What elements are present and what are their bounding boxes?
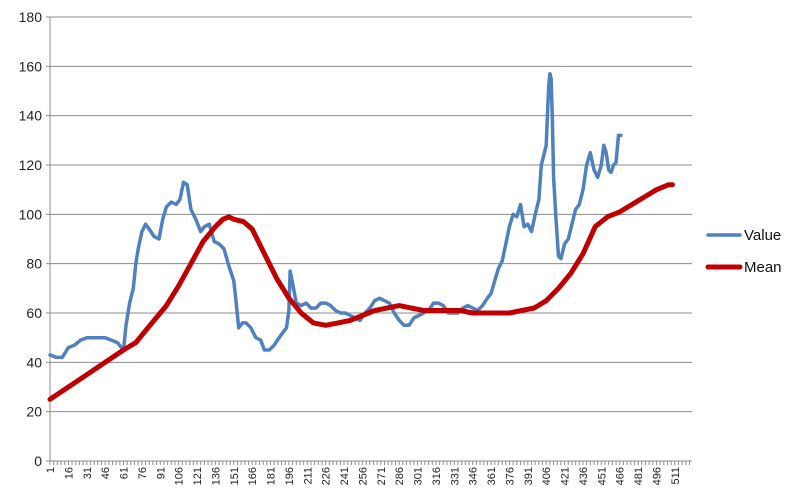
x-tick-label: 391 bbox=[523, 467, 535, 485]
y-tick-label: 60 bbox=[26, 305, 42, 321]
x-tick-label: 136 bbox=[210, 467, 222, 485]
y-tick-label: 40 bbox=[26, 354, 42, 370]
x-tick-label: 16 bbox=[63, 467, 75, 479]
x-tick-label: 376 bbox=[504, 467, 516, 485]
series-lines bbox=[47, 71, 675, 402]
y-tick-label: 100 bbox=[19, 206, 43, 222]
x-tick-label: 421 bbox=[560, 467, 572, 485]
x-tick-label: 46 bbox=[100, 467, 112, 479]
y-tick-label: 160 bbox=[19, 58, 43, 74]
x-tick-label: 1 bbox=[45, 467, 57, 473]
y-tick-label: 120 bbox=[19, 157, 43, 173]
x-tick-label: 166 bbox=[247, 467, 259, 485]
x-tick-label: 316 bbox=[431, 467, 443, 485]
x-tick-label: 301 bbox=[413, 467, 425, 485]
x-tick-label: 496 bbox=[651, 467, 663, 485]
x-tick-label: 121 bbox=[192, 467, 204, 485]
series-line-mean bbox=[47, 182, 675, 402]
x-tick-label: 511 bbox=[670, 467, 682, 485]
y-tick-labels: 0 20 40 60 80 100 120 140 160 180 bbox=[19, 9, 43, 469]
x-tick-label: 406 bbox=[541, 467, 553, 485]
x-tick-label: 211 bbox=[302, 467, 314, 485]
y-tick-label: 0 bbox=[34, 453, 42, 469]
y-tick-label: 180 bbox=[19, 9, 43, 25]
x-tick-label: 181 bbox=[266, 467, 278, 485]
x-tick-label: 91 bbox=[155, 467, 167, 479]
legend: Value Mean bbox=[705, 227, 782, 276]
x-tick-label: 151 bbox=[229, 467, 241, 485]
x-tick-label: 241 bbox=[339, 467, 351, 485]
x-tick-label: 361 bbox=[486, 467, 498, 485]
y-tick-label: 80 bbox=[26, 256, 42, 272]
x-tick-label: 271 bbox=[376, 467, 388, 485]
x-tick-label: 106 bbox=[174, 467, 186, 485]
x-tick-label: 31 bbox=[82, 467, 94, 479]
y-tick-label: 20 bbox=[26, 404, 42, 420]
x-tick-label: 346 bbox=[468, 467, 480, 485]
axes bbox=[46, 16, 692, 465]
x-tick-label: 331 bbox=[449, 467, 461, 485]
x-tick-label: 196 bbox=[284, 467, 296, 485]
x-tick-label: 466 bbox=[615, 467, 627, 485]
legend-label-mean: Mean bbox=[744, 259, 782, 276]
y-tick-label: 140 bbox=[19, 108, 43, 124]
x-tick-label: 436 bbox=[578, 467, 590, 485]
x-tick-label: 481 bbox=[633, 467, 645, 485]
x-tick-label: 256 bbox=[357, 467, 369, 485]
x-tick-label: 76 bbox=[137, 467, 149, 479]
legend-label-value: Value bbox=[744, 227, 781, 244]
x-tick-label: 61 bbox=[119, 467, 131, 479]
x-tick-labels: 1 16 31 46 61 76 91 106 121 136 151 166 181 196 211 226… bbox=[45, 467, 682, 485]
x-tick-label: 451 bbox=[596, 467, 608, 485]
x-tick-label: 226 bbox=[321, 467, 333, 485]
x-tick-label: 286 bbox=[394, 467, 406, 485]
